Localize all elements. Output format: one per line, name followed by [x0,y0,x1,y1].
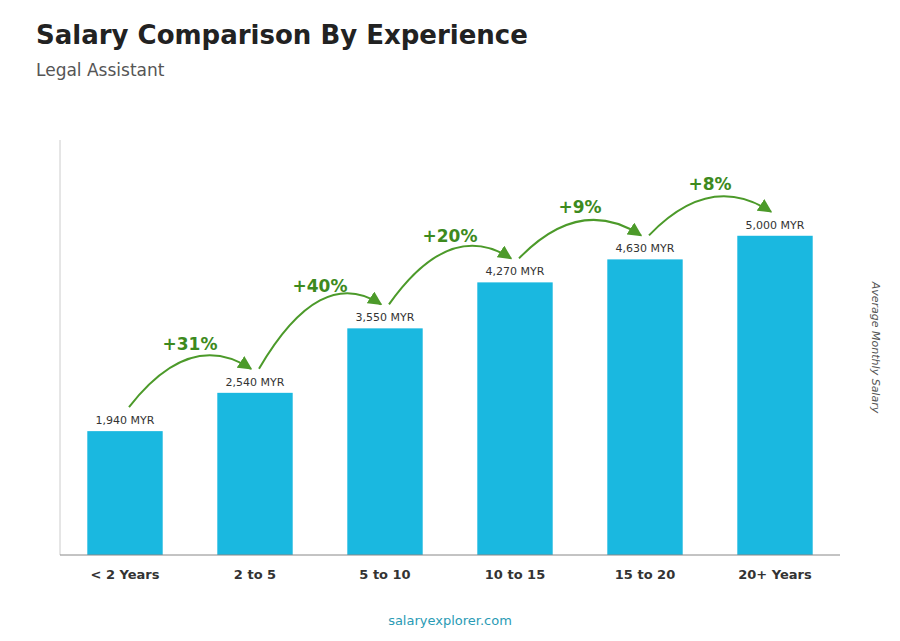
x-axis-line [60,555,840,556]
change-arrow [389,246,511,305]
data-label: 2,540 MYR [226,376,285,389]
data-label: 5,000 MYR [746,219,805,232]
subtitle: Legal Assistant [36,60,165,80]
y-axis-line [60,140,61,555]
data-label: 4,270 MYR [486,265,545,278]
x-tick-label: 20+ Years [738,567,812,582]
data-label: 3,550 MYR [356,311,415,324]
annotation: +8% [688,174,731,194]
source: salaryexplorer.com [388,613,512,628]
bar [217,393,292,555]
change-arrow [129,355,251,407]
y-axis-label: Average Monthly Salary [869,281,882,414]
bar [87,431,162,555]
annotation: +9% [558,197,601,217]
chart-container: Salary Comparison By Experience Legal Ass… [0,0,900,641]
bar [607,259,682,555]
annotation: +20% [423,226,478,246]
bar [477,282,552,555]
x-tick-label: 2 to 5 [234,567,276,582]
bars [87,236,812,555]
data-label: 1,940 MYR [96,414,155,427]
change-arrow [649,196,771,235]
x-tick-label: 5 to 10 [359,567,410,582]
annotation: +31% [163,334,218,354]
change-arrow [259,293,381,369]
bar [737,236,812,555]
annotation: +40% [293,276,348,296]
x-tick-label: 10 to 15 [485,567,545,582]
data-label: 4,630 MYR [616,242,675,255]
x-tick-label: 15 to 20 [615,567,675,582]
title: Salary Comparison By Experience [36,20,528,50]
bar [347,328,422,555]
chart-svg: Salary Comparison By Experience Legal Ass… [0,0,900,641]
change-arrow [519,220,641,259]
x-tick-label: < 2 Years [91,567,160,582]
